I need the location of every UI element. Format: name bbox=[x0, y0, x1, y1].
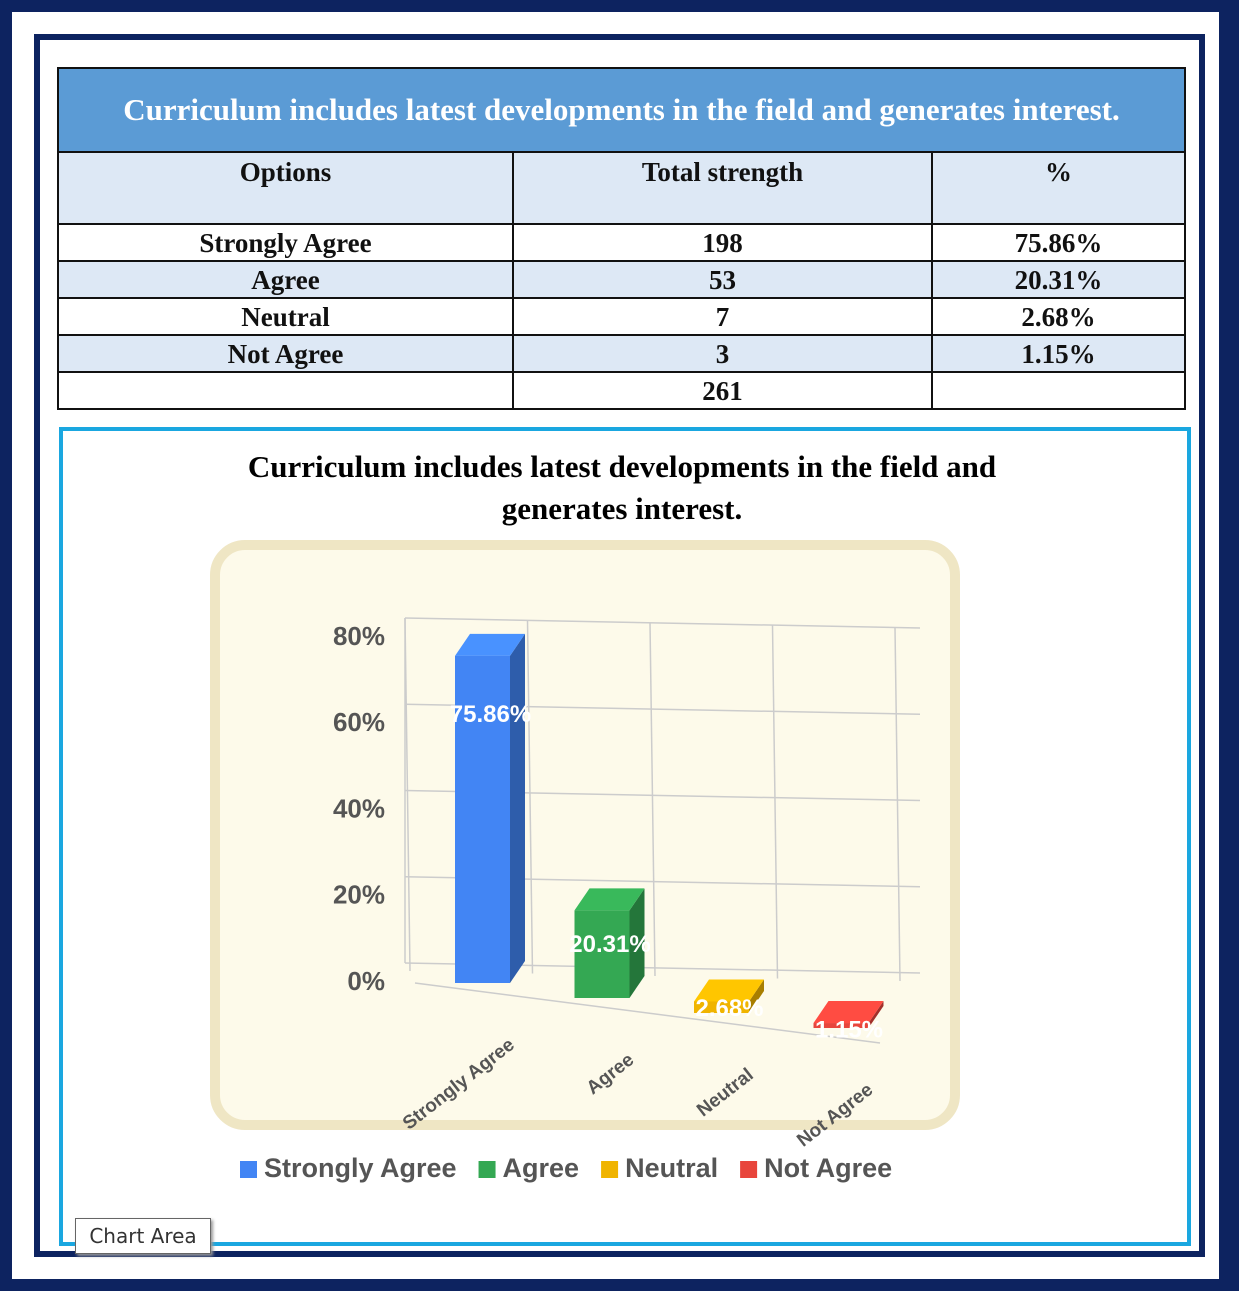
legend-swatch bbox=[479, 1161, 496, 1178]
value-label: 1.15% bbox=[815, 1016, 883, 1043]
legend-label: Neutral bbox=[625, 1153, 718, 1183]
legend-swatch bbox=[740, 1161, 757, 1178]
legend-label: Not Agree bbox=[764, 1153, 892, 1183]
bar bbox=[455, 634, 525, 983]
legend-label: Agree bbox=[503, 1153, 580, 1183]
value-label: 2.68% bbox=[695, 995, 763, 1022]
value-label: 75.86% bbox=[450, 701, 531, 728]
y-tick-label: 80% bbox=[333, 621, 385, 651]
legend-swatch bbox=[601, 1161, 618, 1178]
tooltip: Chart Area bbox=[75, 1218, 211, 1254]
y-tick-label: 0% bbox=[347, 966, 385, 996]
chart: Curriculum includes latest developments … bbox=[0, 0, 1239, 1291]
legend-swatch bbox=[240, 1161, 257, 1178]
value-label: 20.31% bbox=[569, 931, 650, 958]
page: Curriculum includes latest developments … bbox=[0, 0, 1239, 1291]
legend-label: Strongly Agree bbox=[264, 1153, 457, 1183]
bar-side bbox=[510, 634, 525, 983]
y-tick-label: 40% bbox=[333, 793, 385, 823]
y-tick-label: 20% bbox=[333, 880, 385, 910]
y-tick-label: 60% bbox=[333, 707, 385, 737]
